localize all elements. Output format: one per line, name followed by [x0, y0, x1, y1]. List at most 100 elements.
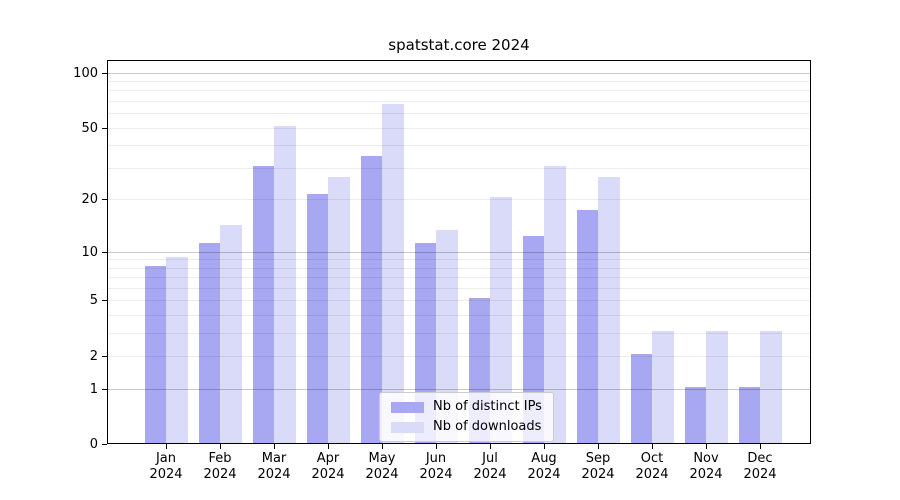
x-tick-label-jun: Jun 2024 [406, 451, 466, 483]
legend-label-distinct-ips: Nb of distinct IPs [433, 399, 542, 414]
x-tick-year: 2024 [311, 467, 345, 482]
gridline-minor-30 [108, 167, 810, 169]
x-tick-year: 2024 [149, 467, 183, 482]
x-tick-may [382, 444, 383, 449]
gridline-minor-70 [108, 101, 810, 102]
legend-swatch-ips-icon [391, 401, 424, 413]
x-tick-label-jan: Jan 2024 [136, 451, 196, 483]
y-tick-label-50: 50 [81, 120, 98, 136]
y-tick-label-1: 1 [89, 382, 98, 398]
gridline-minor-20 [108, 199, 810, 201]
x-tick-nov [706, 444, 707, 449]
x-tick-mar [274, 444, 275, 449]
gridline-minor-4 [108, 315, 810, 317]
bar-ips-dec [738, 387, 760, 443]
x-tick-label-nov: Nov 2024 [676, 451, 736, 483]
bar-downloads-aug [544, 165, 566, 443]
bar-ips-oct [630, 354, 652, 443]
bar-downloads-nov [706, 331, 728, 443]
gridline-minor-7 [108, 277, 810, 279]
y-tick-10 [102, 251, 107, 253]
gridline-major-100 [108, 72, 810, 74]
bar-downloads-apr [328, 177, 350, 443]
x-tick-label-oct: Oct 2024 [622, 451, 682, 483]
bar-ips-may [360, 156, 382, 443]
x-tick-year: 2024 [419, 467, 453, 482]
bar-downloads-oct [652, 331, 674, 443]
bar-downloads-dec [760, 331, 782, 443]
x-tick-year: 2024 [365, 467, 399, 482]
x-tick-year: 2024 [527, 467, 561, 482]
x-tick-year: 2024 [635, 467, 669, 482]
legend-item-downloads: Nb of downloads [391, 420, 542, 434]
bar-downloads-sep [598, 177, 620, 443]
y-tick-1 [102, 389, 107, 391]
y-tick-label-5: 5 [89, 293, 98, 309]
x-tick-year: 2024 [581, 467, 615, 482]
y-tick-label-2: 2 [89, 349, 98, 365]
bar-downloads-feb [220, 224, 242, 443]
x-tick-label-sep: Sep 2024 [568, 451, 628, 483]
gridline-minor-3 [108, 333, 810, 335]
gridline-minor-8 [108, 267, 810, 269]
legend: Nb of distinct IPs Nb of downloads [379, 392, 554, 442]
legend-item-distinct-ips: Nb of distinct IPs [391, 400, 542, 414]
y-tick-100 [102, 72, 107, 74]
x-tick-label-apr: Apr 2024 [298, 451, 358, 483]
x-tick-jul [490, 444, 491, 449]
x-tick-label-feb: Feb 2024 [190, 451, 250, 483]
bar-downloads-jan [166, 257, 188, 443]
bar-ips-aug [522, 236, 544, 443]
gridline-minor-2 [108, 356, 810, 358]
bar-downloads-jun [436, 230, 458, 443]
plot-area: 0 1 2 5 10 20 50 100 Jan 2024 Feb 2024 Mar 2024 Apr 202… [73, 60, 811, 482]
x-tick-label-mar: Mar 2024 [244, 451, 304, 483]
y-tick-5 [102, 300, 107, 302]
gridline-minor-60 [108, 113, 810, 115]
gridline-minor-90 [108, 81, 810, 82]
legend-swatch-downloads-icon [391, 421, 424, 433]
bar-ips-mar [252, 165, 274, 443]
y-tick-label-0: 0 [89, 437, 98, 452]
gridline-major-10 [108, 251, 810, 253]
x-tick-aug [544, 444, 545, 449]
bar-downloads-mar [274, 125, 296, 443]
x-tick-label-jul: Jul 2024 [460, 451, 520, 483]
gridline-minor-6 [108, 288, 810, 289]
y-tick-label-20: 20 [81, 192, 98, 208]
bar-ips-jan [144, 265, 166, 443]
bar-downloads-may [382, 103, 404, 443]
bar-ips-sep [576, 209, 598, 443]
y-tick-2 [102, 356, 107, 358]
y-tick-label-10: 10 [81, 244, 98, 260]
x-tick-sep [598, 444, 599, 449]
x-tick-dec [760, 444, 761, 449]
x-tick-year: 2024 [203, 467, 237, 482]
x-tick-feb [220, 444, 221, 449]
bar-downloads-jul [490, 197, 512, 443]
x-tick-year: 2024 [689, 467, 723, 482]
x-tick-year: 2024 [257, 467, 291, 482]
x-tick-year: 2024 [743, 467, 777, 482]
x-tick-oct [652, 444, 653, 449]
y-tick-label-100: 100 [73, 65, 98, 81]
gridline-minor-5 [108, 300, 810, 302]
legend-label-downloads: Nb of downloads [433, 419, 542, 434]
gridline-minor-50 [108, 127, 810, 129]
bar-ips-apr [306, 193, 328, 443]
bar-ips-nov [684, 387, 706, 443]
gridline-major-1 [108, 389, 810, 391]
x-tick-jan [166, 444, 167, 449]
gridline-minor-9 [108, 259, 810, 261]
x-tick-jun [436, 444, 437, 449]
gridline-minor-40 [108, 145, 810, 147]
gridline-minor-80 [108, 90, 810, 92]
bar-ips-feb [198, 242, 220, 443]
x-tick-label-dec: Dec 2024 [730, 451, 790, 483]
x-tick-label-may: May 2024 [352, 451, 412, 483]
chart-title: spatstat.core 2024 [388, 36, 530, 54]
x-tick-label-aug: Aug 2024 [514, 451, 574, 483]
y-tick-50 [102, 127, 107, 129]
x-tick-apr [328, 444, 329, 449]
